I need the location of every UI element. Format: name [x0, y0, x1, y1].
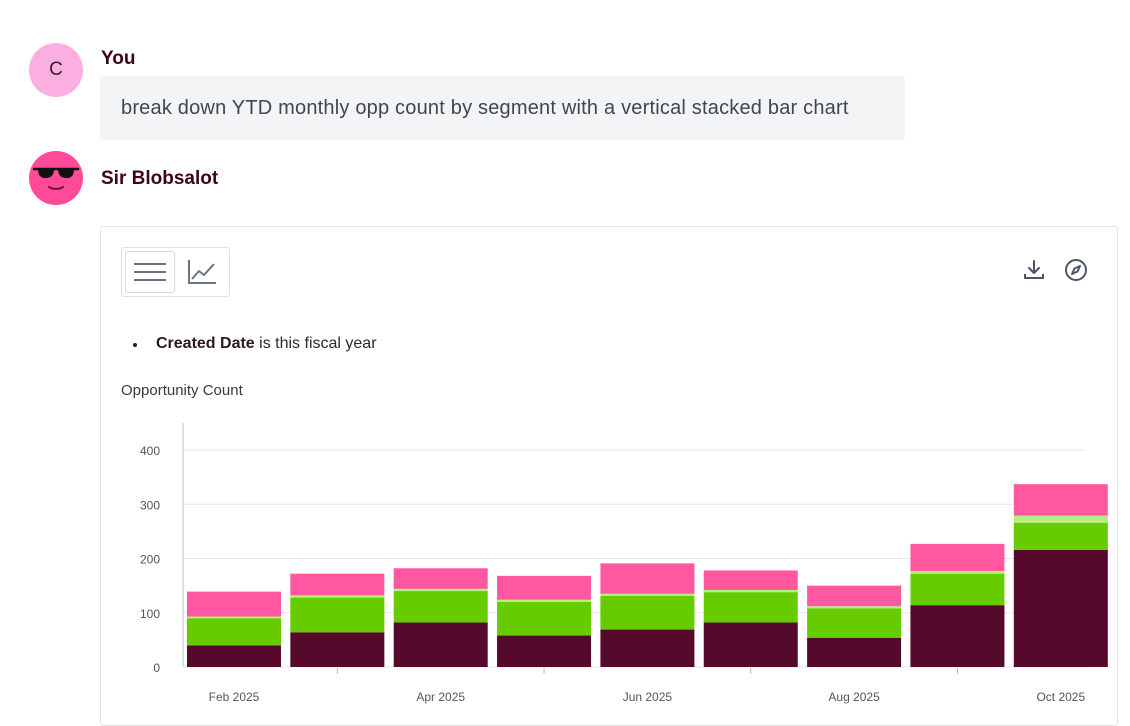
x-tick-label: Apr 2025	[416, 690, 465, 704]
bar-segment[interactable]	[497, 601, 592, 636]
y-tick-label: 200	[140, 553, 160, 567]
bar-segment[interactable]	[290, 595, 385, 598]
bar-segment[interactable]	[187, 616, 281, 619]
stacked-bar-chart: 0 100 200 300 400 Feb 2025 Apr 2025 Jun 2025 Aug…	[140, 423, 1108, 704]
line-chart-icon	[188, 260, 216, 284]
assistant-avatar	[29, 151, 83, 205]
user-message-text: break down YTD monthly opp count by segm…	[121, 96, 849, 119]
table-view-button[interactable]	[125, 251, 175, 293]
chart-view-button[interactable]	[177, 251, 227, 293]
bar-segment[interactable]	[187, 591, 281, 617]
sunglasses-face-icon	[32, 167, 80, 190]
user-message: break down YTD monthly opp count by segm…	[100, 76, 905, 140]
compass-icon	[1065, 259, 1087, 281]
download-icon	[1024, 260, 1044, 279]
bar-segment[interactable]	[600, 563, 695, 594]
bar-segment[interactable]	[703, 589, 798, 593]
table-view-icon	[134, 263, 166, 281]
bar-segment[interactable]	[290, 597, 385, 633]
bar-segment[interactable]	[497, 575, 592, 600]
user-avatar: C	[29, 43, 83, 97]
bar-segment[interactable]	[187, 645, 281, 667]
bar-segment[interactable]	[910, 573, 1005, 606]
bar-segment[interactable]	[703, 592, 798, 623]
bar-segment[interactable]	[290, 632, 385, 667]
download-button[interactable]	[1021, 257, 1047, 283]
bar-segment[interactable]	[393, 568, 488, 589]
y-tick-label: 100	[140, 607, 160, 621]
view-toggle	[121, 247, 230, 297]
bar-segment[interactable]	[393, 591, 488, 623]
bar-segment[interactable]	[910, 543, 1005, 571]
bar-segment[interactable]	[600, 593, 695, 596]
filter-condition: is this fiscal year	[259, 335, 377, 352]
filter-bullet	[133, 343, 137, 347]
explore-button[interactable]	[1063, 257, 1089, 283]
bar-segment[interactable]	[290, 573, 385, 596]
bar-segment[interactable]	[1013, 484, 1108, 516]
bar-segment[interactable]	[807, 608, 902, 638]
bar-segment[interactable]	[393, 622, 488, 667]
bar-segment[interactable]	[497, 599, 592, 602]
bar-segment[interactable]	[497, 635, 592, 667]
y-tick-label: 400	[140, 444, 160, 458]
user-avatar-letter: C	[49, 59, 63, 80]
bar-segment[interactable]	[393, 588, 488, 592]
filter-field: Created Date	[156, 335, 255, 352]
bar-segment[interactable]	[1013, 515, 1108, 523]
bar-segment[interactable]	[1013, 522, 1108, 550]
x-tick-label: Feb 2025	[209, 690, 260, 704]
x-tick-label: Oct 2025	[1036, 690, 1085, 704]
bar-segment[interactable]	[807, 637, 902, 667]
user-name: You	[101, 48, 136, 69]
bar-segment[interactable]	[600, 595, 695, 630]
bar-segment[interactable]	[703, 570, 798, 590]
bar-segment[interactable]	[910, 605, 1005, 667]
bar-segment[interactable]	[187, 618, 281, 646]
bar-segment[interactable]	[1013, 549, 1108, 667]
y-axis-title: Opportunity Count	[121, 382, 243, 399]
y-tick-label: 300	[140, 498, 160, 512]
bar-segment[interactable]	[910, 570, 1005, 574]
bar-segment[interactable]	[807, 585, 902, 607]
x-tick-label: Jun 2025	[623, 690, 673, 704]
assistant-name: Sir Blobsalot	[101, 168, 219, 189]
y-tick-label: 0	[153, 661, 160, 675]
bar-segment[interactable]	[703, 622, 798, 667]
bar-segment[interactable]	[600, 629, 695, 667]
x-tick-label: Aug 2025	[828, 690, 880, 704]
filter-description: Created Date is this fiscal year	[156, 335, 377, 353]
bar-segment[interactable]	[807, 606, 902, 609]
